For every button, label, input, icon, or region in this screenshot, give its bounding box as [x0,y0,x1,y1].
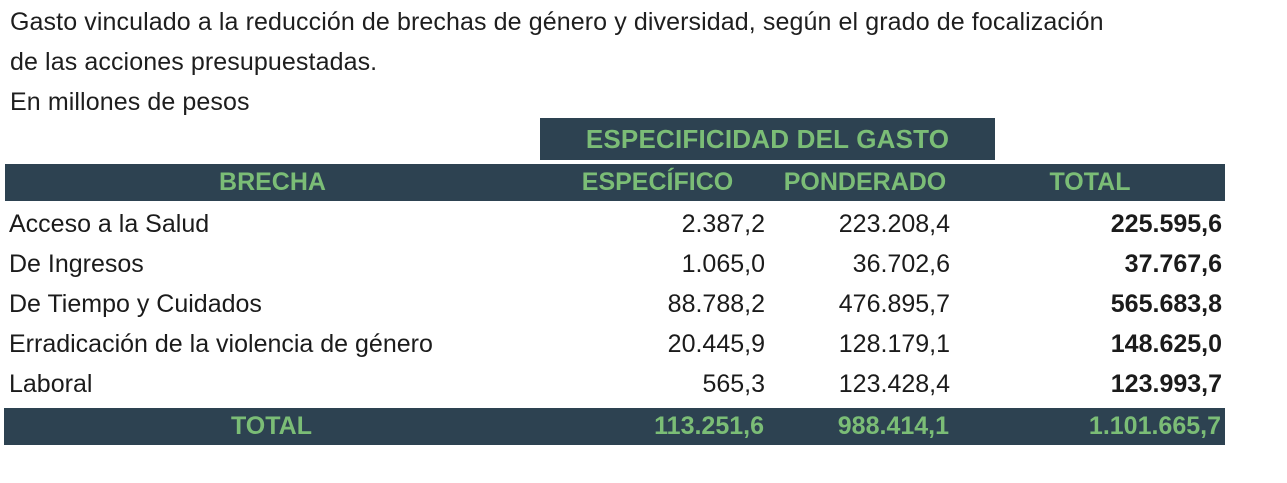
total-row-label: TOTAL [230,412,312,440]
table-row: De Ingresos 1.065,0 36.702,6 37.767,6 [5,244,1225,284]
total-cell-especifico: 113.251,6 [654,412,764,440]
cell-total: 225.595,6 [1110,209,1222,238]
table-row: Erradicación de la violencia de género 2… [5,324,1225,364]
cell-especifico: 1.065,0 [681,249,765,278]
cell-ponderado: 36.702,6 [852,249,950,278]
row-label: De Ingresos [9,249,144,278]
column-header-total: TOTAL [1049,168,1131,196]
table-row: Acceso a la Salud 2.387,2 223.208,4 225.… [5,204,1225,244]
column-header-ponderado: PONDERADO [783,168,947,196]
cell-ponderado: 223.208,4 [838,209,950,238]
column-header-brecha: BRECHA [219,168,326,196]
cell-ponderado: 128.179,1 [838,329,950,358]
total-cell-ponderado: 988.414,1 [837,412,949,440]
row-label: Erradicación de la violencia de género [9,329,433,358]
cell-total: 37.767,6 [1124,249,1222,278]
cell-especifico: 2.387,2 [681,209,765,238]
row-label: Laboral [9,369,93,398]
row-label: De Tiempo y Cuidados [9,289,262,318]
column-header-especifico: ESPECÍFICO [581,168,734,196]
figure-title-line-1: Gasto vinculado a la reducción de brecha… [10,8,1104,36]
cell-especifico: 88.788,2 [667,289,765,318]
table-row: De Tiempo y Cuidados 88.788,2 476.895,7 … [5,284,1225,324]
table-header-row: BRECHA ESPECÍFICO PONDERADO TOTAL [5,164,1225,201]
cell-total: 148.625,0 [1110,329,1222,358]
row-label: Acceso a la Salud [9,209,210,238]
cell-total: 123.993,7 [1110,369,1222,398]
column-group-header: ESPECIFICIDAD DEL GASTO [540,118,995,160]
cell-especifico: 20.445,9 [667,329,765,358]
figure-units: En millones de pesos [10,88,250,116]
figure-title-block: Gasto vinculado a la reducción de brecha… [10,2,1104,122]
cell-ponderado: 123.428,4 [838,369,950,398]
total-cell-total: 1.101.665,7 [1088,412,1221,440]
table-body: Acceso a la Salud 2.387,2 223.208,4 225.… [5,204,1225,404]
cell-ponderado: 476.895,7 [838,289,950,318]
table-row: Laboral 565,3 123.428,4 123.993,7 [5,364,1225,404]
cell-total: 565.683,8 [1110,289,1222,318]
cell-especifico: 565,3 [702,369,765,398]
figure-title-line-2: de las acciones presupuestadas. [10,48,378,76]
table-total-row: TOTAL 113.251,6 988.414,1 1.101.665,7 [4,408,1225,445]
